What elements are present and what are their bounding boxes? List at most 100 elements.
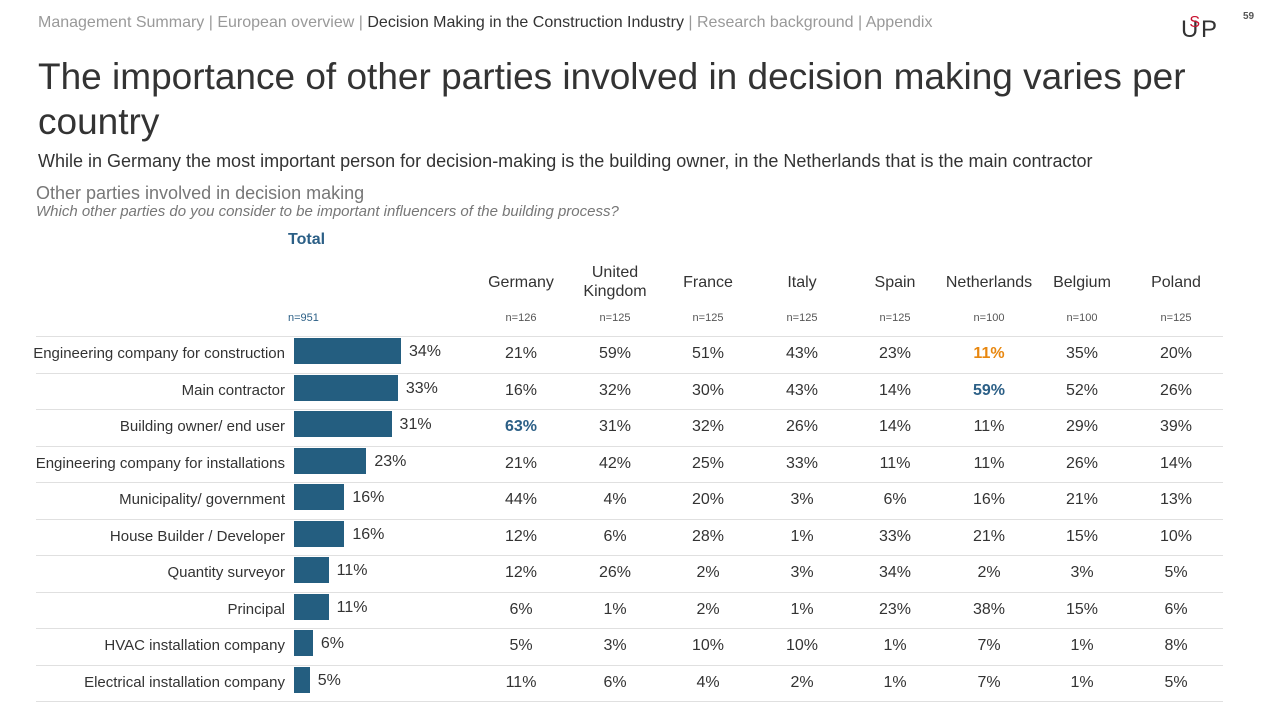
breadcrumb-item[interactable]: European overview bbox=[217, 14, 355, 31]
row-label: Municipality/ government bbox=[119, 491, 285, 508]
table-cell: 26% bbox=[1159, 381, 1193, 399]
row-divider bbox=[36, 336, 1223, 337]
table-cell: 20% bbox=[691, 491, 725, 508]
table-cell: 5% bbox=[1164, 564, 1188, 581]
table-cell: 21% bbox=[972, 527, 1006, 545]
table-cell: 11% bbox=[973, 454, 1005, 472]
table-cell: 43% bbox=[785, 381, 819, 399]
table-cell: 6% bbox=[509, 600, 533, 618]
country-header: Italy bbox=[787, 273, 817, 291]
row-divider bbox=[36, 409, 1223, 410]
total-bar-value: 33% bbox=[405, 379, 438, 397]
row-divider bbox=[36, 555, 1223, 556]
row-label: Engineering company for construction bbox=[33, 345, 285, 362]
table-cell: 38% bbox=[972, 600, 1006, 618]
breadcrumb-item[interactable]: Management Summary bbox=[38, 14, 205, 31]
country-header: Netherlands bbox=[945, 273, 1033, 291]
table-cell: 16% bbox=[504, 381, 538, 399]
table-cell: 25% bbox=[691, 454, 725, 472]
table-cell: 7% bbox=[977, 673, 1001, 691]
table-cell: 14% bbox=[878, 381, 912, 399]
country-header: Spain bbox=[874, 273, 916, 291]
total-bar bbox=[294, 447, 367, 474]
table-cell: 15% bbox=[1065, 600, 1099, 618]
table-cell: 1% bbox=[883, 673, 907, 691]
table-cell: 2% bbox=[696, 564, 720, 581]
table-cell: 21% bbox=[504, 454, 538, 472]
total-bar bbox=[294, 557, 329, 583]
table-cell: 1% bbox=[790, 600, 814, 618]
total-bar-value: 16% bbox=[352, 525, 385, 543]
breadcrumb-item[interactable]: Research background bbox=[697, 14, 854, 31]
survey-question: Which other parties do you consider to b… bbox=[36, 203, 619, 220]
country-header: Belgium bbox=[1053, 273, 1111, 291]
row-label: Engineering company for installations bbox=[35, 454, 285, 472]
table-cell: 2% bbox=[977, 564, 1001, 581]
total-bar bbox=[294, 484, 345, 510]
table-cell: 51% bbox=[691, 345, 725, 362]
table-cell: 32% bbox=[598, 381, 632, 399]
total-bar-value: 11% bbox=[336, 562, 368, 579]
country-header: Germany bbox=[488, 273, 554, 291]
row-divider bbox=[36, 482, 1223, 483]
row-label: Principal bbox=[227, 600, 285, 618]
breadcrumb-item[interactable]: Appendix bbox=[865, 14, 933, 31]
table-cell: 11% bbox=[973, 345, 1005, 362]
table-cell: 28% bbox=[691, 527, 725, 545]
total-column-label: Total bbox=[288, 231, 326, 248]
country-sample-size: n=100 bbox=[1066, 312, 1098, 324]
table-cell: 31% bbox=[598, 418, 632, 435]
table-cell: 1% bbox=[883, 637, 907, 654]
row-label: Building owner/ end user bbox=[119, 418, 285, 435]
total-bar-value: 31% bbox=[399, 416, 432, 433]
table-cell: 10% bbox=[785, 637, 819, 654]
country-sample-size: n=125 bbox=[599, 312, 631, 324]
row-label: Quantity surveyor bbox=[167, 564, 285, 581]
breadcrumb-separator: | bbox=[683, 14, 697, 31]
table-cell: 23% bbox=[878, 345, 912, 362]
total-sample-size: n=951 bbox=[288, 312, 319, 324]
row-divider bbox=[36, 664, 1223, 666]
row-label: Main contractor bbox=[181, 381, 285, 399]
total-bar bbox=[294, 338, 401, 364]
total-bar bbox=[294, 520, 345, 547]
logo-letter-u: U bbox=[1181, 16, 1198, 43]
breadcrumb-item[interactable]: Decision Making in the Construction Indu… bbox=[367, 14, 684, 31]
table-cell: 11% bbox=[973, 418, 1005, 435]
country-sample-size: n=126 bbox=[505, 312, 537, 324]
table-cell: 10% bbox=[1159, 527, 1193, 545]
table-cell: 3% bbox=[1070, 564, 1094, 581]
table-cell: 2% bbox=[696, 600, 720, 618]
total-bar-value: 6% bbox=[320, 635, 344, 652]
logo-letter-p: P bbox=[1201, 16, 1217, 43]
row-divider bbox=[36, 591, 1223, 593]
row-divider bbox=[36, 445, 1223, 447]
country-header: Poland bbox=[1151, 273, 1201, 291]
total-bar-value: 5% bbox=[317, 671, 341, 689]
table-cell: 7% bbox=[977, 637, 1001, 654]
table-cell: 3% bbox=[790, 491, 814, 508]
table-cell: 29% bbox=[1065, 418, 1099, 435]
table-cell: 4% bbox=[603, 491, 627, 508]
row-divider bbox=[36, 518, 1223, 520]
table-cell: 33% bbox=[878, 527, 912, 545]
country-sample-size: n=125 bbox=[692, 312, 724, 324]
country-sample-size: n=125 bbox=[1160, 312, 1192, 324]
row-label: House Builder / Developer bbox=[109, 527, 285, 545]
table-cell: 11% bbox=[879, 454, 911, 472]
table-cell: 15% bbox=[1065, 527, 1099, 545]
total-bar-value: 16% bbox=[352, 489, 385, 506]
total-bar-value: 34% bbox=[409, 343, 442, 360]
table-cell: 26% bbox=[785, 418, 819, 435]
table-cell: 6% bbox=[603, 673, 627, 691]
section-title: Other parties involved in decision makin… bbox=[36, 183, 365, 203]
page-number: 59 bbox=[1243, 11, 1255, 22]
table-cell: 30% bbox=[691, 381, 725, 399]
table-cell: 52% bbox=[1065, 381, 1099, 399]
table-cell: 34% bbox=[878, 564, 912, 581]
page-title: The importance of other parties involved… bbox=[38, 56, 1186, 142]
table-cell: 21% bbox=[1065, 491, 1099, 508]
table-cell: 23% bbox=[878, 600, 912, 618]
table-cell: 39% bbox=[1159, 418, 1193, 435]
breadcrumb-separator: | bbox=[204, 14, 218, 31]
